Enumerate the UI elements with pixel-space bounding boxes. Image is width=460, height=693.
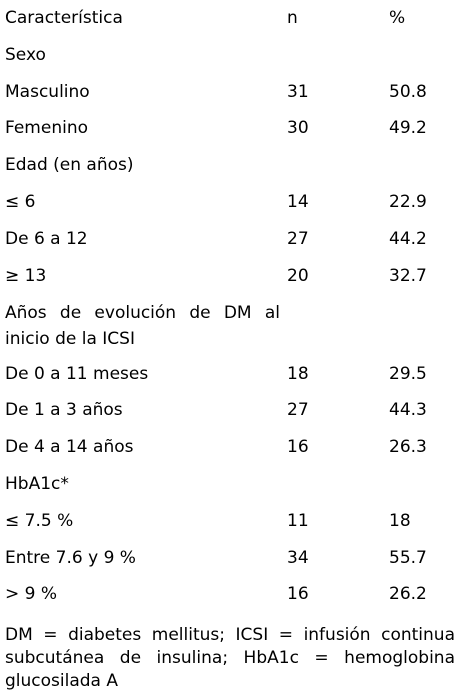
percent-cell: %: [389, 8, 406, 28]
row-label: Masculino: [5, 81, 90, 102]
row-label: HbA1c*: [5, 474, 69, 494]
row-label: Sexo: [5, 44, 46, 65]
footnote: DM = diabetes mellitus; ICSI = infusión …: [5, 625, 455, 692]
count-cell: 16: [287, 437, 309, 458]
percent-cell: 55.7: [389, 547, 427, 568]
count-cell: 18: [287, 363, 309, 384]
percent-cell: 44.2: [389, 228, 427, 249]
percent-cell: 44.3: [389, 400, 427, 421]
row-label: ≤ 6: [5, 192, 36, 212]
row-label: Femenino: [5, 118, 88, 139]
row-label: De 4 a 14 años: [5, 437, 134, 458]
percent-cell: 18: [389, 510, 411, 531]
row-label: Edad (en años): [5, 155, 134, 176]
percent-cell: 26.2: [389, 584, 427, 605]
count-cell: 27: [287, 228, 309, 249]
percent-cell: 26.3: [389, 437, 427, 458]
count-cell: n: [287, 8, 298, 28]
row-label: De 6 a 12: [5, 228, 88, 249]
percent-cell: 32.7: [389, 265, 427, 286]
row-label: Entre 7.6 y 9 %: [5, 547, 136, 568]
count-cell: 30: [287, 118, 309, 139]
row-label: > 9 %: [5, 584, 58, 605]
count-cell: 11: [287, 510, 309, 531]
row-label: De 0 a 11 meses: [5, 363, 149, 384]
count-cell: 16: [287, 584, 309, 605]
row-label: De 1 a 3 años: [5, 400, 123, 421]
percent-cell: 50.8: [389, 81, 427, 102]
count-cell: 20: [287, 265, 309, 286]
row-label: Característica: [5, 8, 123, 28]
row-label: Años de evolución de DM al inicio de la …: [5, 302, 280, 349]
count-cell: 14: [287, 192, 309, 212]
row-label: ≥ 13: [5, 265, 47, 286]
count-cell: 31: [287, 81, 309, 102]
percent-cell: 22.9: [389, 192, 427, 212]
percent-cell: 29.5: [389, 363, 427, 384]
percent-cell: 49.2: [389, 118, 427, 139]
section-row: Años de evolución de DM al inicio de la …: [0, 294, 460, 349]
row-label: ≤ 7.5 %: [5, 510, 74, 531]
count-cell: 34: [287, 547, 309, 568]
count-cell: 27: [287, 400, 309, 421]
